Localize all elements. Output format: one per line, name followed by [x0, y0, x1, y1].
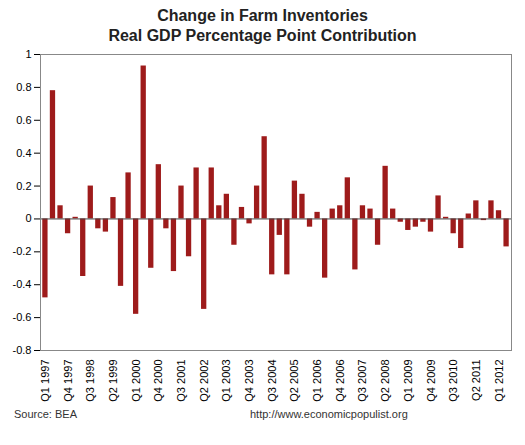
svg-text:Q1 2000: Q1 2000	[130, 360, 142, 402]
svg-text:Q3 2010: Q3 2010	[447, 360, 459, 402]
svg-text:Q1 1997: Q1 1997	[39, 360, 51, 402]
svg-text:-0.4: -0.4	[13, 278, 32, 290]
svg-text:Q3 2007: Q3 2007	[356, 360, 368, 402]
svg-text:Q2 2005: Q2 2005	[288, 360, 300, 402]
svg-text:-0.8: -0.8	[13, 344, 32, 356]
svg-text:Q4 1997: Q4 1997	[62, 360, 74, 402]
svg-text:-0.6: -0.6	[13, 311, 32, 323]
svg-text:Q3 2004: Q3 2004	[266, 360, 278, 402]
html-text:Change in Farm Inventories: Change in Farm Inventories	[157, 7, 368, 24]
svg-text:Q2 1999: Q2 1999	[107, 360, 119, 402]
svg-text:Q3 1998: Q3 1998	[84, 360, 96, 402]
svg-text:Q1 2009: Q1 2009	[402, 360, 414, 402]
html-text:Source: BEA: Source: BEA	[14, 408, 77, 420]
svg-text:Q2 2002: Q2 2002	[198, 360, 210, 402]
svg-text:Q1 2012: Q1 2012	[493, 360, 505, 402]
svg-text:Q3 2001: Q3 2001	[175, 360, 187, 402]
svg-text:Q2 2008: Q2 2008	[379, 360, 391, 402]
svg-text:1: 1	[25, 48, 31, 60]
svg-text:0.2: 0.2	[16, 180, 31, 192]
svg-text:Q2 2011: Q2 2011	[470, 360, 482, 401]
svg-text:0.6: 0.6	[16, 114, 31, 126]
svg-text:Q4 2009: Q4 2009	[425, 360, 437, 402]
svg-text:Q4 2000: Q4 2000	[152, 360, 164, 402]
svg-text:0: 0	[25, 212, 31, 224]
svg-text:Q4 2006: Q4 2006	[334, 360, 346, 402]
html-text:Real GDP Percentage Point Cont: Real GDP Percentage Point Contribution	[108, 27, 417, 44]
svg-text:-0.2: -0.2	[13, 245, 32, 257]
svg-text:0.8: 0.8	[16, 81, 31, 93]
svg-text:0.4: 0.4	[16, 147, 31, 159]
svg-text:Q1 2003: Q1 2003	[220, 360, 232, 402]
svg-text:Q1 2006: Q1 2006	[311, 360, 323, 402]
svg-text:Q4 2003: Q4 2003	[243, 360, 255, 402]
html-text:http://www.economicpopulist.or: http://www.economicpopulist.org	[250, 408, 408, 420]
